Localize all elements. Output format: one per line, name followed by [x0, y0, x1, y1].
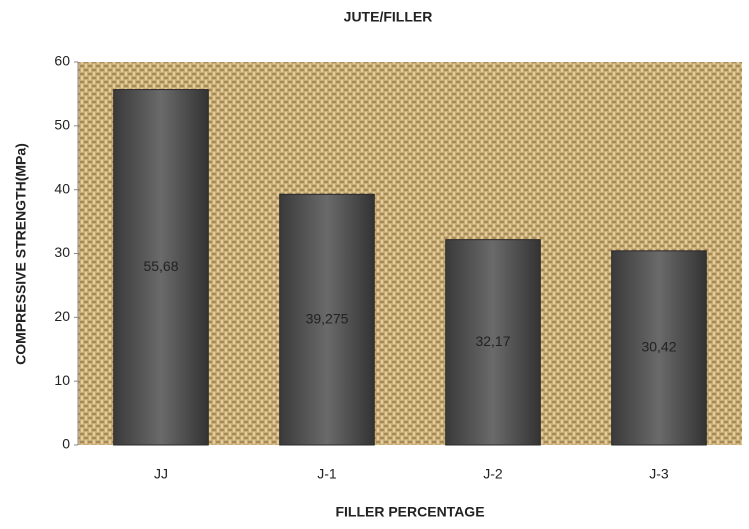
bar	[279, 193, 375, 446]
y-tick-label: 0	[62, 436, 70, 452]
bar	[445, 239, 541, 446]
x-tick-label: J-2	[483, 466, 503, 482]
x-tick-label: JJ	[154, 466, 168, 482]
y-tick-label: 10	[54, 372, 70, 388]
y-tick-label: 50	[54, 117, 70, 133]
value-label: 30,42	[641, 339, 676, 355]
x-tick-label: J-1	[317, 466, 337, 482]
x-tick-label: J-3	[649, 466, 669, 482]
y-tick-label: 60	[54, 53, 70, 69]
x-axis-label: FILLER PERCENTAGE	[335, 504, 484, 520]
y-axis-label: COMPRESSIVE STRENGTH(MPa)	[13, 143, 29, 365]
bar	[113, 89, 209, 446]
value-label: 32,17	[475, 333, 510, 349]
chart-title: JUTE/FILLER	[344, 9, 433, 25]
y-tick-label: 30	[54, 244, 70, 260]
value-label: 39,275	[306, 310, 349, 326]
y-tick-label: 40	[54, 180, 70, 196]
value-label: 55,68	[143, 258, 178, 274]
bar	[611, 250, 707, 446]
y-tick-label: 20	[54, 308, 70, 324]
